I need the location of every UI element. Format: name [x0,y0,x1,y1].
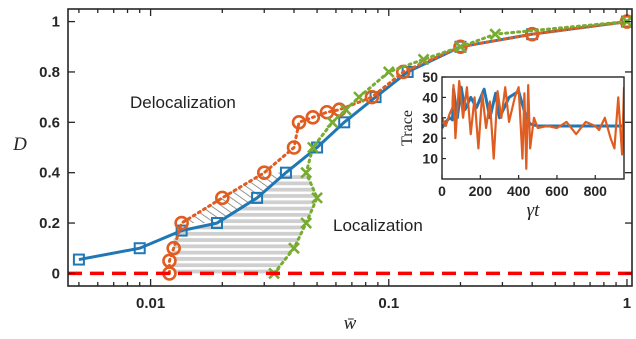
shade-band [174,231,302,236]
series-1-point-13 [453,39,468,55]
series-1-point-4 [214,190,230,206]
shade-band [240,206,313,211]
series-2-point-1 [288,242,300,255]
shade-band [250,200,316,205]
inset-series-line-1 [442,79,624,170]
x-tick-label: 0.1 [378,295,399,312]
series-line-2 [272,20,629,275]
series-1-point-1 [162,253,177,269]
inset-y-axis-label: Trace [399,110,416,146]
shade-band [173,269,276,274]
annotation-localization: Localization [333,216,423,235]
inset-y-tick-label: 10 [422,151,438,167]
shaded-region [173,172,317,274]
series-1-point-2 [166,240,181,256]
series-2-point-12 [489,28,502,41]
shade-band [266,187,314,192]
inset-x-axis-label: γt [527,200,540,221]
x-tick-label: 0.01 [136,295,165,312]
series-0-point-0 [72,253,85,266]
series-0-point-3 [210,217,223,230]
shade-band [173,263,281,268]
x-axis-label: w̄ [344,313,357,334]
shade-band [173,244,295,249]
series-2-point-8 [353,91,365,104]
series-2-point-10 [417,53,430,66]
inset-x-tick-label: 0 [438,183,446,199]
inset-x-tick-label: 400 [507,183,531,199]
main-plot-frame [67,8,633,287]
series-1-point-11 [364,89,380,105]
y-tick-label: 0.6 [39,114,60,131]
inset-x-tick-label: 800 [584,183,608,199]
series-0-point-1 [133,242,146,255]
shade-band [219,219,307,224]
inset-plot: 0 200 400 600 800 10 20 30 40 50 γt Trace [399,69,625,221]
series-line-1 [167,20,629,275]
y-tick-label: 0 [52,265,60,282]
inset-y-tick-label: 50 [422,69,438,85]
series-1-point-5 [256,165,272,180]
shade-band [196,225,305,230]
annotation-delocalization: Delocalization [130,93,236,112]
shade-band [259,194,317,198]
y-axis-label: D [12,134,27,155]
series-1-point-3 [174,215,189,231]
series-2-point-7 [339,103,352,116]
series-2-point-6 [326,116,339,129]
series-2-point-5 [306,141,319,154]
series-2-point-9 [382,66,395,78]
series-2-point-2 [300,217,313,229]
series-1-point-7 [291,115,307,130]
inset-x-tick-label: 600 [545,183,569,199]
series-0-point-4 [251,191,264,204]
hatched-region [181,172,286,224]
series-1-point-8 [305,109,321,125]
series-2-point-11 [454,40,467,53]
y-tick-label: 0.2 [39,215,60,232]
series-1-point-6 [286,140,302,155]
series-0-point-5 [279,166,292,179]
series-2-point-3 [311,191,323,204]
x-tick-label: 1 [623,295,631,312]
inset-x-tick-label: 200 [469,183,493,199]
y-tick-label: 0.4 [39,165,61,182]
series-0-point-7 [338,116,351,129]
shade-band [230,212,310,217]
shade-band [173,250,291,255]
inset-y-tick-label: 40 [422,89,438,105]
inset-y-tick-label: 20 [422,130,438,146]
shade-band [173,257,286,261]
shade-band [273,181,311,186]
series-2-point-4 [300,166,313,179]
shade-band [280,175,309,179]
inset-y-tick-label: 30 [422,110,438,126]
y-tick-label: 0.8 [39,64,60,81]
shade-band [173,238,298,242]
series-1-point-14 [524,26,540,42]
y-tick-label: 1 [52,14,60,31]
inset-plot-frame [441,76,625,180]
